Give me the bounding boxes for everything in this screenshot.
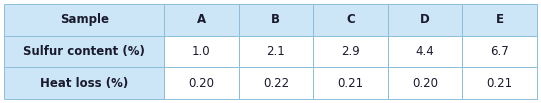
Text: 2.1: 2.1: [267, 45, 285, 58]
Bar: [387, 67, 462, 99]
Bar: [164, 4, 239, 36]
Text: D: D: [420, 13, 430, 26]
Bar: [462, 36, 537, 67]
Text: 4.4: 4.4: [415, 45, 434, 58]
Text: 0.21: 0.21: [486, 77, 512, 90]
Text: Sample: Sample: [60, 13, 109, 26]
Bar: [462, 4, 537, 36]
Bar: [4, 67, 164, 99]
Text: B: B: [272, 13, 280, 26]
Bar: [164, 36, 239, 67]
Text: C: C: [346, 13, 355, 26]
Bar: [313, 67, 387, 99]
Bar: [313, 36, 387, 67]
Bar: [4, 4, 164, 36]
Text: 0.22: 0.22: [263, 77, 289, 90]
Text: 0.21: 0.21: [337, 77, 364, 90]
Text: 0.20: 0.20: [188, 77, 214, 90]
Text: 2.9: 2.9: [341, 45, 360, 58]
Bar: [313, 4, 387, 36]
Text: 6.7: 6.7: [490, 45, 509, 58]
Bar: [462, 67, 537, 99]
Bar: [239, 36, 313, 67]
Text: Sulfur content (%): Sulfur content (%): [23, 45, 145, 58]
Text: A: A: [197, 13, 206, 26]
Bar: [239, 67, 313, 99]
Bar: [387, 36, 462, 67]
Text: 1.0: 1.0: [192, 45, 210, 58]
Bar: [387, 4, 462, 36]
Text: Heat loss (%): Heat loss (%): [40, 77, 128, 90]
Text: 0.20: 0.20: [412, 77, 438, 90]
Bar: [4, 36, 164, 67]
Text: E: E: [496, 13, 504, 26]
Bar: [239, 4, 313, 36]
Bar: [164, 67, 239, 99]
